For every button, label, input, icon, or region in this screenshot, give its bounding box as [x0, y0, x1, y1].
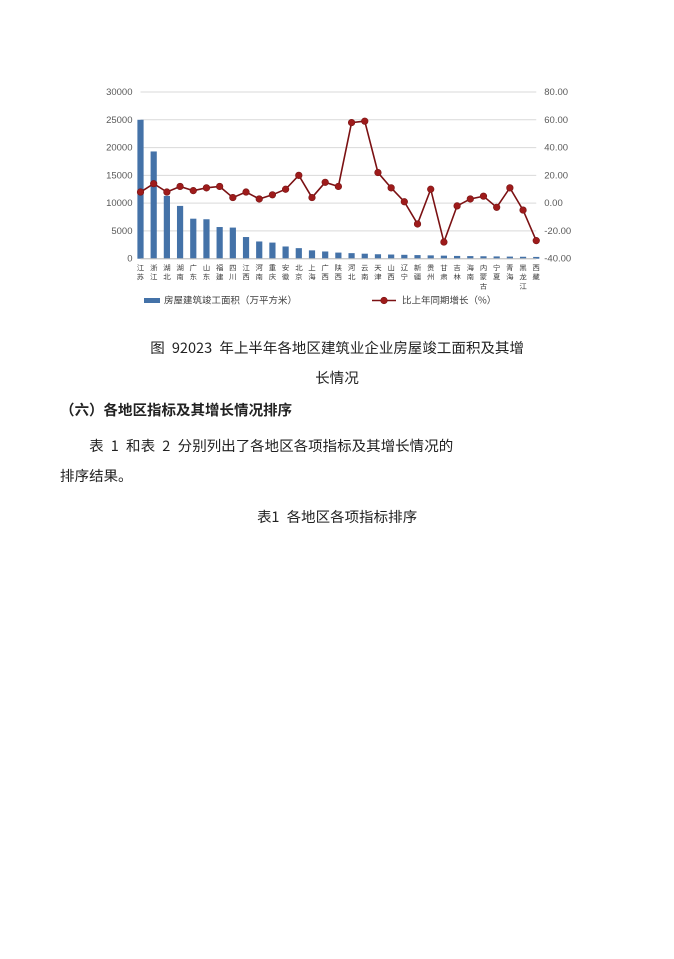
svg-text:疆: 疆: [414, 272, 422, 283]
svg-text:江: 江: [150, 272, 158, 283]
svg-text:比上年同期增长（%）: 比上年同期增长（%）: [402, 293, 496, 307]
svg-text:建: 建: [216, 272, 224, 283]
svg-text:10000: 10000: [106, 198, 132, 209]
svg-text:古: 古: [480, 281, 488, 292]
svg-text:80.00: 80.00: [544, 87, 568, 98]
svg-text:州: 州: [427, 272, 434, 283]
svg-text:江: 江: [519, 281, 527, 292]
svg-text:0: 0: [127, 254, 132, 265]
svg-text:海: 海: [308, 272, 316, 283]
svg-text:西: 西: [242, 272, 249, 283]
svg-text:5000: 5000: [111, 226, 132, 237]
svg-text:肃: 肃: [440, 272, 448, 283]
svg-text:60.00: 60.00: [544, 115, 568, 126]
svg-text:京: 京: [295, 272, 302, 283]
svg-text:20000: 20000: [106, 143, 132, 154]
svg-text:15000: 15000: [106, 170, 132, 181]
svg-text:南: 南: [256, 272, 263, 283]
svg-text:海: 海: [506, 272, 514, 283]
svg-text:北: 北: [348, 272, 356, 283]
svg-text:苏: 苏: [137, 272, 144, 283]
svg-text:西: 西: [321, 272, 328, 283]
svg-text:南: 南: [361, 272, 368, 283]
svg-text:东: 东: [190, 272, 198, 283]
svg-text:南: 南: [176, 272, 183, 283]
svg-text:20.00: 20.00: [544, 170, 568, 181]
svg-text:藏: 藏: [533, 272, 541, 283]
svg-text:-40.00: -40.00: [544, 254, 571, 265]
svg-text:庆: 庆: [269, 272, 277, 283]
svg-text:30000: 30000: [106, 87, 132, 98]
svg-text:东: 东: [203, 272, 211, 283]
svg-text:西: 西: [335, 272, 342, 283]
svg-text:房屋建筑竣工面积（万平方米）: 房屋建筑竣工面积（万平方米）: [164, 293, 297, 307]
svg-text:0.00: 0.00: [544, 198, 563, 209]
svg-text:川: 川: [229, 272, 236, 283]
svg-text:徽: 徽: [282, 272, 290, 283]
svg-text:40.00: 40.00: [544, 143, 568, 154]
svg-text:夏: 夏: [493, 272, 501, 283]
svg-text:南: 南: [467, 272, 474, 283]
svg-text:-20.00: -20.00: [544, 226, 571, 237]
svg-text:津: 津: [374, 272, 382, 283]
svg-text:宁: 宁: [401, 272, 408, 283]
svg-text:北: 北: [163, 272, 171, 283]
svg-text:林: 林: [453, 272, 461, 283]
svg-text:西: 西: [387, 272, 394, 283]
svg-text:25000: 25000: [106, 115, 132, 126]
